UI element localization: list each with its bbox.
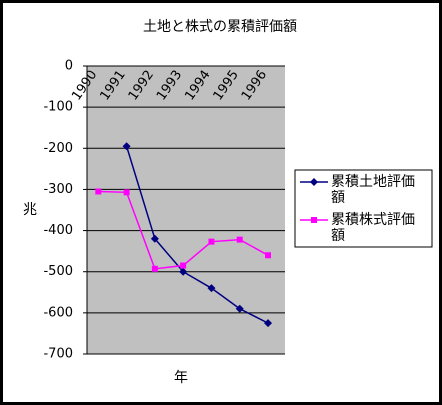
x-axis-label: 年	[174, 370, 188, 386]
data-point	[180, 262, 187, 269]
data-point	[208, 238, 215, 245]
y-tick-label: -300	[43, 182, 73, 197]
data-point	[150, 234, 159, 243]
data-point	[122, 142, 131, 151]
y-tick-label: -100	[43, 100, 73, 115]
data-point	[236, 236, 243, 243]
data-point	[310, 178, 318, 186]
y-tick-label: -400	[43, 223, 73, 238]
plot-area	[87, 66, 285, 354]
data-point	[95, 188, 102, 195]
data-point	[179, 267, 188, 276]
y-tick-label: -600	[43, 305, 73, 320]
y-tick-label: -700	[43, 347, 73, 362]
legend-box	[294, 169, 433, 248]
data-point	[311, 217, 317, 223]
data-point	[151, 265, 158, 272]
y-axis-label: 兆	[23, 202, 37, 218]
data-point	[235, 304, 244, 313]
series-line	[125, 146, 269, 324]
y-tick-label: -500	[43, 264, 73, 279]
y-tick-label: 0	[65, 59, 73, 74]
data-point	[123, 189, 130, 196]
data-point	[265, 252, 272, 259]
legend-label: 累積株式評価額	[331, 212, 415, 244]
y-tick-label: -200	[43, 141, 73, 156]
data-point	[264, 319, 273, 328]
legend-label: 累積土地評価額	[331, 174, 415, 206]
chart-title: 土地と株式の累積評価額	[143, 19, 297, 35]
data-point	[207, 284, 216, 293]
